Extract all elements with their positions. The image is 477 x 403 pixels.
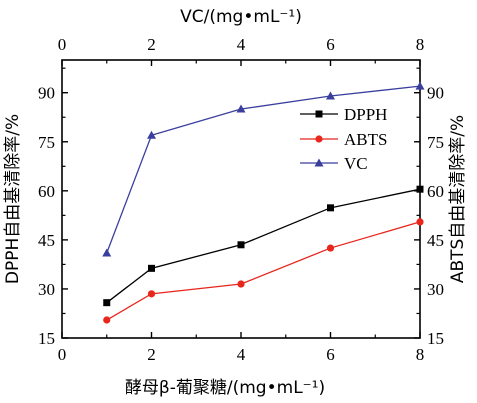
y-right-tick-label: 75 <box>427 133 444 152</box>
data-point-dpph <box>148 264 155 272</box>
x-bottom-tick-label: 2 <box>147 345 156 364</box>
y-right-tick-label: 15 <box>427 329 444 348</box>
data-point-abts <box>416 218 424 226</box>
data-point-dpph <box>237 241 245 249</box>
series-abts <box>103 218 424 324</box>
y-right-tick-label: 30 <box>427 280 444 299</box>
legend-label-dpph: DPPH <box>344 105 387 124</box>
data-point-vc <box>236 104 246 113</box>
x-bottom-tick-label: 6 <box>326 345 335 364</box>
y-left-tick-label: 30 <box>38 280 55 299</box>
legend-item-vc: VC <box>300 154 368 173</box>
data-point-abts <box>147 290 156 298</box>
x-bottom-axis-title: 酵母β-葡聚糖/(mg•mL⁻¹) <box>125 378 325 398</box>
y-left-tick-label: 45 <box>38 231 55 250</box>
data-point-dpph <box>327 204 334 212</box>
y-right-axis-title: ABTS自由基清除率/% <box>448 115 468 283</box>
y-right-tick-label: 45 <box>427 231 444 250</box>
x-bottom-tick-label: 4 <box>237 345 246 364</box>
series-line-dpph <box>106 188 421 304</box>
x-top-axis-title: VC/(mg•mL⁻¹) <box>180 7 302 27</box>
data-point-abts <box>237 280 245 288</box>
y-right-tick-label: 60 <box>427 182 444 201</box>
y-left-tick-label: 15 <box>38 329 55 348</box>
y-left-axis-title: DPPH自由基清除率/% <box>3 114 23 284</box>
x-top-tick-label: 8 <box>416 35 425 54</box>
series-dpph <box>103 185 424 307</box>
data-point-vc <box>147 130 156 139</box>
series-layer <box>102 81 425 324</box>
y-left-tick-label: 90 <box>38 84 55 103</box>
data-point-abts <box>326 244 335 252</box>
y-right-tick-label: 90 <box>427 84 444 103</box>
series-vc <box>102 81 425 257</box>
x-top-tick-label: 0 <box>58 35 67 54</box>
x-bottom-tick-label: 8 <box>416 345 425 364</box>
x-top-tick-label: 4 <box>237 35 246 54</box>
legend-item-dpph: DPPH <box>300 105 387 124</box>
data-point-dpph <box>103 299 111 307</box>
legend-label-vc: VC <box>344 154 368 173</box>
data-point-vc <box>326 91 335 100</box>
data-point-vc <box>102 248 112 257</box>
data-point-dpph <box>416 185 424 193</box>
legend-label-abts: ABTS <box>344 130 387 149</box>
y-left-tick-label: 75 <box>38 133 55 152</box>
x-top-tick-label: 6 <box>326 35 335 54</box>
legend: DPPH ABTS VC <box>300 105 387 173</box>
y-left-tick-label: 60 <box>38 182 55 201</box>
x-top-tick-label: 2 <box>147 35 156 54</box>
legend-item-abts: ABTS <box>300 130 387 149</box>
data-point-vc <box>415 81 425 90</box>
x-bottom-tick-label: 0 <box>58 345 67 364</box>
data-point-abts <box>103 316 111 324</box>
